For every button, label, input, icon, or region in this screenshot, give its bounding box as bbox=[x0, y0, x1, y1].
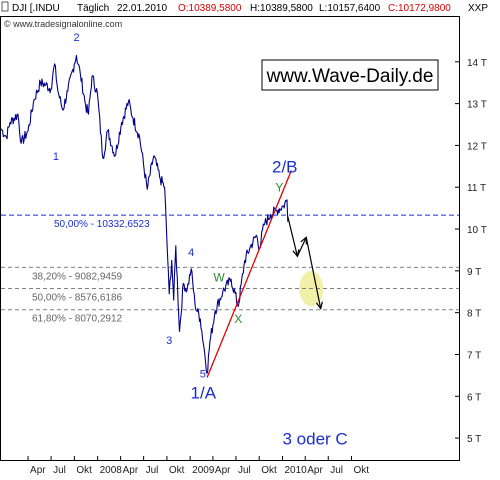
wave-label: 1/A bbox=[191, 383, 217, 402]
x-tick-label: 2008 bbox=[100, 465, 123, 476]
x-tick-label: Okt bbox=[354, 465, 370, 476]
x-tick-label: Apr bbox=[215, 465, 231, 476]
x-tick-label: Apr bbox=[123, 465, 139, 476]
header-scale-mode: XXP bbox=[468, 3, 488, 14]
y-tick-label: 8 T bbox=[467, 309, 481, 320]
fib-level-label: 38,20% - 9082,9459 bbox=[32, 271, 123, 282]
projection-segment bbox=[296, 237, 307, 257]
x-tick-label: Apr bbox=[30, 465, 46, 476]
x-tick-label: 2010 bbox=[284, 465, 307, 476]
header-high: H:10389,5800 bbox=[250, 3, 313, 14]
header-low: L:10157,6400 bbox=[319, 3, 381, 14]
wave-label: 5 bbox=[200, 368, 206, 380]
y-tick-label: 6 T bbox=[467, 392, 481, 403]
wave-label: 2 bbox=[74, 32, 80, 44]
projection-segment bbox=[305, 237, 322, 309]
x-tick-label: Jul bbox=[238, 465, 251, 476]
wave-labels-layer: 1 2 3 4 5 1/A 2/B W X Y 3 oder C bbox=[53, 32, 348, 448]
support-trendline bbox=[206, 170, 292, 378]
wave-label: 3 bbox=[166, 335, 172, 347]
header-interval: Täglich bbox=[77, 3, 109, 14]
header-close: C:10172,9800 bbox=[388, 3, 451, 14]
wave-label: X bbox=[234, 312, 242, 326]
header-date: 22.01.2010 bbox=[117, 3, 167, 14]
x-tick-label: Okt bbox=[76, 465, 92, 476]
projection-layer bbox=[287, 216, 323, 310]
wave-label: 3 oder C bbox=[282, 429, 347, 448]
wave-label: W bbox=[213, 270, 225, 284]
y-tick-label: 12 T bbox=[467, 141, 487, 152]
wave-label: 4 bbox=[188, 247, 194, 259]
x-tick-label: Apr bbox=[307, 465, 323, 476]
fib-level-label: 50,00% - 8576,6186 bbox=[32, 293, 123, 304]
fib-level-label: 61,80% - 8070,2912 bbox=[32, 314, 123, 325]
fib-level-label: 50,00% - 10332,6523 bbox=[54, 219, 150, 230]
projection-segment bbox=[287, 216, 298, 257]
header-icon bbox=[1, 1, 9, 12]
brand-label: www.Wave-Daily.de bbox=[266, 66, 434, 87]
y-tick-label: 13 T bbox=[467, 100, 487, 111]
price-layer bbox=[0, 54, 289, 374]
y-axis: 5 T 6 T 7 T 8 T 9 T 10 T 11 T 12 T 13 T 14 T bbox=[455, 58, 487, 445]
y-tick-label: 9 T bbox=[467, 267, 481, 278]
header: DJI [.INDU Täglich 22.01.2010 O:10389,58… bbox=[1, 1, 488, 14]
wave-label: 1 bbox=[53, 151, 59, 163]
price-series-line bbox=[0, 54, 289, 374]
x-tick-label: Jul bbox=[330, 465, 343, 476]
x-tick-label: Jul bbox=[53, 465, 66, 476]
y-tick-label: 7 T bbox=[467, 350, 481, 361]
y-tick-label: 5 T bbox=[467, 434, 481, 445]
fibonacci-layer: 50,00% - 10332,6523 38,20% - 9082,9459 50,… bbox=[1, 214, 459, 325]
y-tick-label: 11 T bbox=[467, 183, 486, 194]
y-tick-label: 10 T bbox=[467, 225, 487, 236]
x-tick-label: Jul bbox=[146, 465, 159, 476]
projection-arrowhead bbox=[315, 301, 323, 310]
source-label: © www.tradesignalonline.com bbox=[4, 19, 122, 29]
wave-label: Y bbox=[275, 180, 283, 194]
brand-box: www.Wave-Daily.de bbox=[261, 59, 439, 91]
wave-label: 2/B bbox=[272, 158, 298, 177]
x-axis: Apr Jul Okt 2008 Apr Jul Okt 2009 Apr Jul Okt 2010 A… bbox=[27, 456, 370, 476]
trendline-layer bbox=[206, 170, 292, 378]
y-tick-label: 14 T bbox=[467, 58, 487, 69]
x-tick-label: Okt bbox=[261, 465, 277, 476]
header-open: O:10389,5800 bbox=[178, 3, 242, 14]
x-tick-label: Okt bbox=[169, 465, 185, 476]
header-symbol: DJI [.INDU bbox=[12, 3, 60, 14]
x-tick-label: 2009 bbox=[192, 465, 215, 476]
